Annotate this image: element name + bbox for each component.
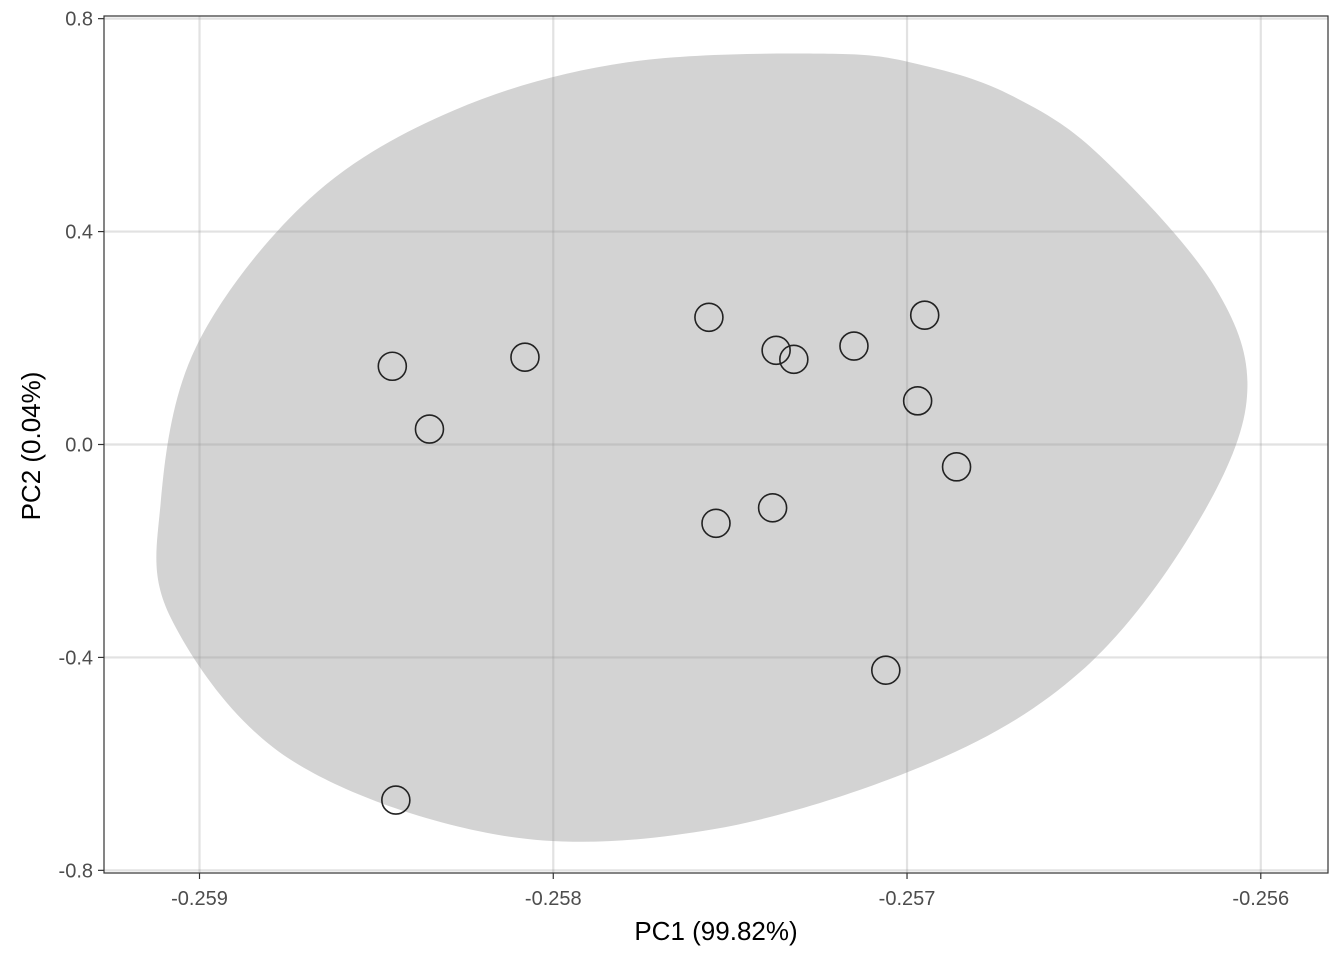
x-tick-label: -0.259: [171, 888, 228, 910]
data-point: [701, 508, 731, 539]
data-point: [871, 655, 901, 685]
grid-lines: [104, 16, 1328, 873]
y-tick-label: -0.8: [59, 860, 93, 882]
y-tick-label: 0.8: [65, 9, 93, 31]
data-point: [902, 386, 933, 416]
axis-ticks: -0.259 -0.258 -0.257 -0.256 0.8 0.4 0.0 -0.4 -0.…: [59, 9, 1290, 910]
data-point: [757, 493, 788, 523]
data-point: [377, 351, 408, 382]
data-point: [839, 331, 869, 361]
data-point: [761, 335, 791, 366]
data-point: [510, 342, 540, 373]
y-axis-title: PC2 (0.04%): [16, 372, 46, 521]
x-tick-label: -0.258: [525, 888, 582, 910]
data-point: [941, 452, 972, 482]
data-point: [779, 344, 809, 375]
data-points: [377, 300, 972, 815]
x-tick-label: -0.257: [879, 888, 936, 910]
data-point: [909, 300, 940, 330]
confidence-ellipse: [156, 53, 1248, 842]
x-axis-title: PC1 (99.82%): [634, 916, 797, 946]
x-tick-label: -0.256: [1232, 888, 1289, 910]
y-tick-label: 0.0: [65, 435, 93, 457]
data-point: [694, 302, 724, 333]
data-point: [414, 414, 445, 444]
y-tick-label: 0.4: [65, 222, 93, 244]
y-tick-label: -0.4: [59, 647, 93, 669]
data-point: [381, 785, 411, 815]
